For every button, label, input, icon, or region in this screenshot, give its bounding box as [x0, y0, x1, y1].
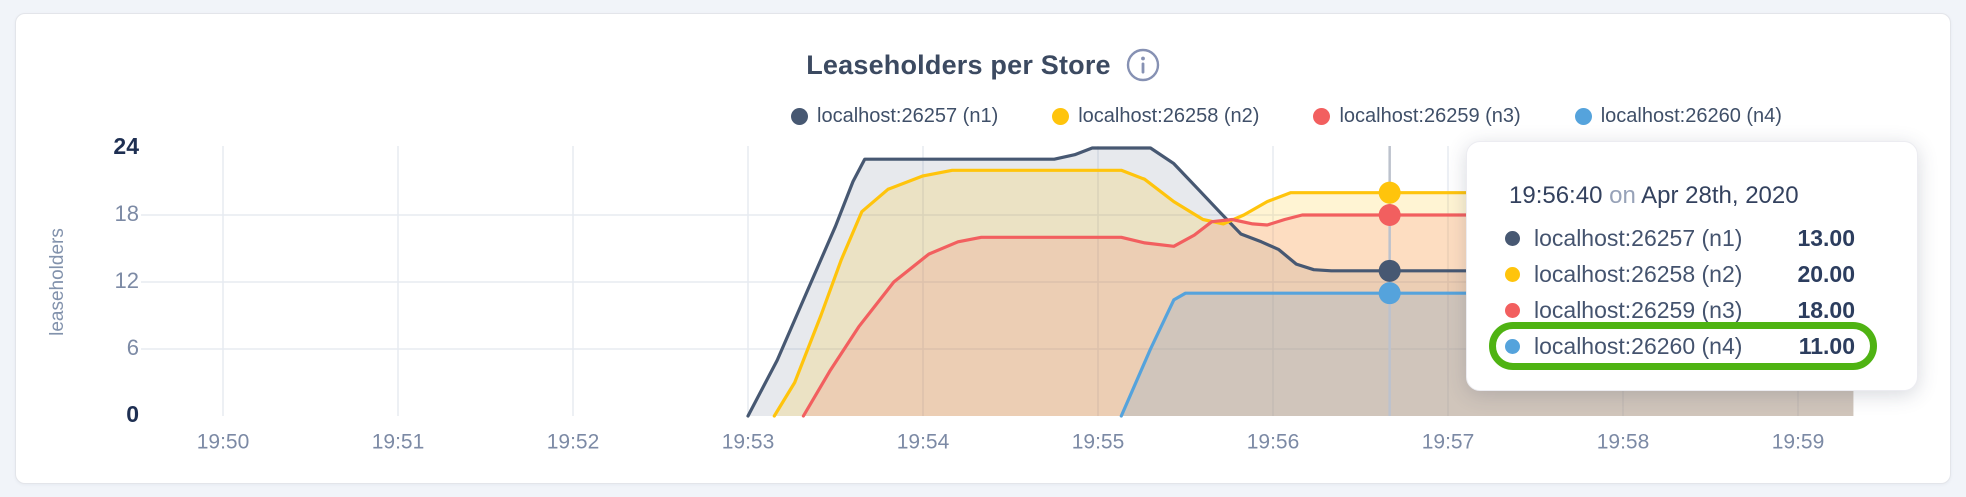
tooltip-row-dot-icon	[1505, 230, 1520, 246]
hover-dot-n4	[1378, 282, 1401, 305]
legend-item-label: localhost:26258 (n2)	[1078, 105, 1260, 127]
chart-header: Leaseholders per Store	[16, 48, 1950, 82]
x-tick-label: 19:50	[197, 431, 250, 454]
tooltip-row-dot-icon	[1505, 266, 1520, 282]
series-line-n4	[1119, 291, 1855, 418]
tooltip-row-label: localhost:26260 (n4)	[1534, 332, 1743, 359]
tooltip-date: Apr 28th, 2020	[1641, 182, 1799, 209]
tooltip-row-value: 20.00	[1797, 260, 1855, 287]
tooltip-row-n1: localhost:26257 (n1) 13.00	[1467, 220, 1917, 256]
tooltip-row-value: 11.00	[1798, 332, 1855, 359]
chart-card: Leaseholders per Store localhost:26257 (…	[15, 13, 1951, 484]
tooltip-conj: on	[1609, 182, 1636, 209]
tooltip-time: 19:56:40	[1509, 182, 1603, 209]
legend-dot-icon	[791, 108, 808, 125]
legend-item-label: localhost:26259 (n3)	[1339, 105, 1521, 127]
tooltip-timestamp: 19:56:40 on Apr 28th, 2020	[1509, 182, 1799, 210]
y-tick-label: 0	[126, 401, 139, 427]
x-tick-label: 19:57	[1422, 431, 1475, 454]
x-tick-label: 19:55	[1072, 431, 1125, 454]
legend-dot-icon	[1052, 108, 1070, 125]
y-tick-label: 24	[113, 133, 139, 159]
legend-item-n1: localhost:26257 (n1)	[791, 105, 998, 128]
tooltip-row-dot-icon	[1505, 302, 1520, 318]
hover-dot-n2	[1378, 181, 1401, 204]
tooltip-row-value: 13.00	[1797, 224, 1855, 251]
series-line-n2	[772, 168, 1855, 418]
tooltip-row-n4: localhost:26260 (n4) 11.00	[1467, 328, 1917, 364]
legend-item-n4: localhost:26260 (n4)	[1574, 105, 1782, 128]
tooltip-row-n2: localhost:26258 (n2) 20.00	[1467, 256, 1917, 292]
x-tick-label: 19:51	[372, 431, 425, 454]
y-tick-label: 12	[115, 268, 139, 293]
tooltip-row-value: 18.00	[1797, 296, 1855, 323]
legend-item-label: localhost:26260 (n4)	[1600, 105, 1782, 127]
x-tick-label: 19:56	[1247, 431, 1300, 454]
y-tick-label: 6	[127, 335, 139, 360]
tooltip-row-label: localhost:26259 (n3)	[1534, 296, 1743, 323]
series-line-n3	[801, 213, 1855, 418]
y-tick-label: 18	[115, 201, 139, 226]
x-tick-label: 19:52	[547, 431, 600, 454]
legend-item-n2: localhost:26258 (n2)	[1052, 105, 1259, 128]
legend-item-n3: localhost:26259 (n3)	[1313, 105, 1521, 128]
hover-dot-n3	[1378, 204, 1401, 226]
x-tick-label: 19:59	[1772, 431, 1825, 454]
info-icon[interactable]	[1126, 48, 1160, 82]
x-tick-label: 19:54	[897, 431, 950, 454]
x-tick-label: 19:53	[722, 431, 775, 454]
series-line-n1	[746, 146, 1855, 418]
hover-tooltip: 19:56:40 on Apr 28th, 2020 localhost:262…	[1466, 141, 1918, 391]
tooltip-row-dot-icon	[1505, 338, 1520, 354]
x-tick-label: 19:58	[1597, 431, 1650, 454]
legend-item-label: localhost:26257 (n1)	[817, 105, 999, 127]
tooltip-row-label: localhost:26257 (n1)	[1534, 224, 1743, 251]
y-axis-title: leaseholders	[47, 228, 68, 336]
legend-dot-icon	[1313, 108, 1331, 125]
tooltip-rows: localhost:26257 (n1) 13.00 localhost:26258…	[1467, 220, 1917, 364]
legend-dot-icon	[1574, 108, 1592, 125]
tooltip-row-label: localhost:26258 (n2)	[1534, 260, 1743, 287]
hover-dot-n1	[1378, 259, 1401, 282]
chart-legend: localhost:26257 (n1) localhost:26258 (n2)…	[791, 105, 1782, 128]
chart-title: Leaseholders per Store	[806, 49, 1111, 80]
tooltip-row-n3: localhost:26259 (n3) 18.00	[1467, 292, 1917, 328]
